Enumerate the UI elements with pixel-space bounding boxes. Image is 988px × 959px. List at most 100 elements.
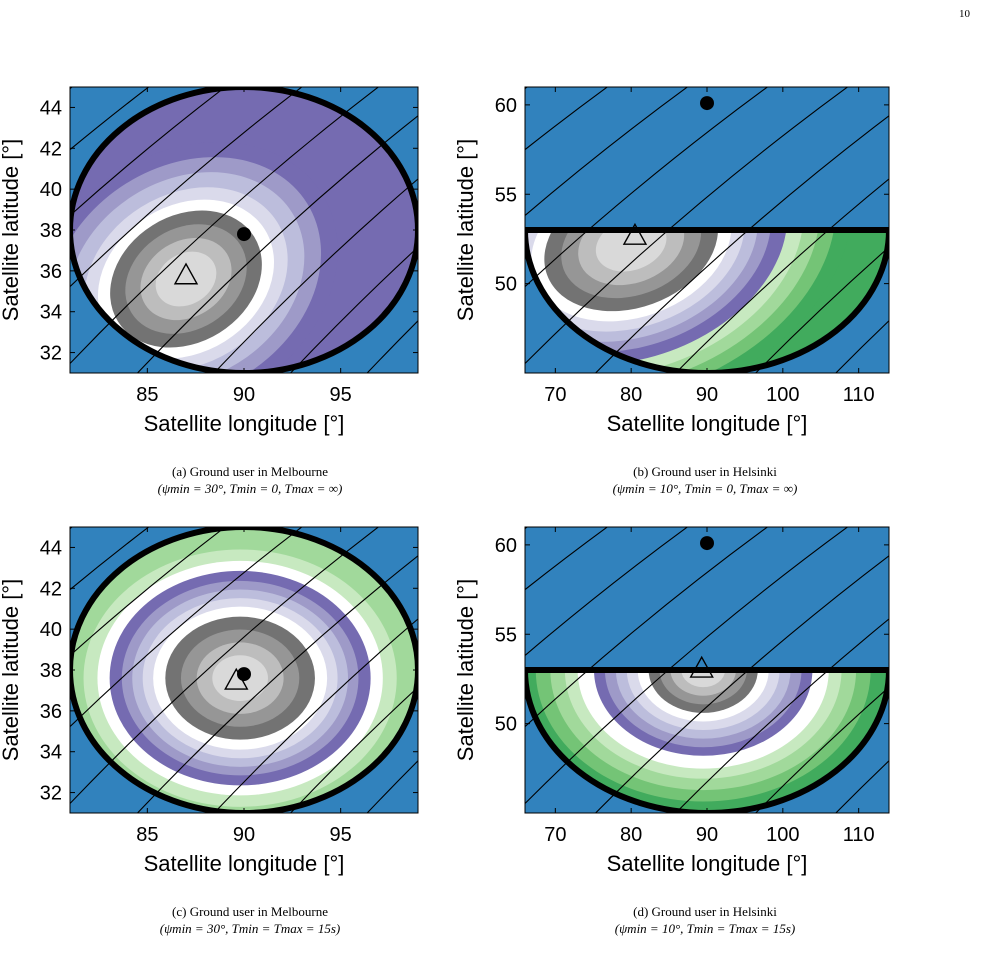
y-tick-label: 34 <box>40 742 62 764</box>
ground-track-line <box>835 320 889 373</box>
x-tick-label: 90 <box>696 384 718 406</box>
x-tick-label: 100 <box>766 384 799 406</box>
ground-track-line <box>70 87 303 288</box>
y-axis-label: Satellite latitude [°] <box>0 579 23 761</box>
caption-a: (a) Ground user in Melbourne (ψmin = 30°… <box>50 463 450 497</box>
ground-track-line <box>70 527 380 805</box>
ground-track-line <box>755 686 889 813</box>
ground-track-line <box>525 527 689 657</box>
y-axis-label: Satellite latitude [°] <box>453 579 478 761</box>
ground-user-marker <box>237 227 251 242</box>
ground-tracks <box>525 527 889 813</box>
chart-b: 70 80 90 100 110 50 55 60 Satellite longitude [°… <box>453 86 890 436</box>
y-tick-label: 60 <box>495 95 517 117</box>
caption-b-title: (b) Ground user in Helsinki <box>633 464 777 479</box>
contour-level <box>155 251 217 307</box>
ground-track-line <box>136 115 418 373</box>
optimal-position-marker <box>689 655 714 678</box>
ground-track-line <box>70 87 380 365</box>
ground-track-line <box>674 618 889 813</box>
ground-track-line <box>289 686 418 813</box>
x-tick-label: 70 <box>544 384 566 406</box>
y-axis-label: Satellite latitude [°] <box>453 139 478 321</box>
y-tick-label: 32 <box>40 343 62 365</box>
plot-area <box>70 87 418 373</box>
x-axis-label: Satellite longitude [°] <box>144 411 345 436</box>
y-axis-label: Satellite latitude [°] <box>0 139 23 321</box>
ground-track-line <box>213 618 418 813</box>
caption-a-params: (ψmin = 30°, Tmin = 0, Tmax = ∞) <box>157 481 343 496</box>
y-tick-label: 38 <box>40 220 62 242</box>
x-tick-label: 110 <box>843 824 875 846</box>
ground-tracks <box>70 527 418 813</box>
y-tick-label: 34 <box>40 302 62 324</box>
y-tick-label: 38 <box>40 660 62 682</box>
ground-track-line <box>70 527 227 657</box>
y-tick-label: 42 <box>40 578 62 600</box>
chart-a: 85 90 95 32 34 36 38 40 42 44 Satellite longitude … <box>0 86 419 436</box>
x-tick-label: 90 <box>233 824 255 846</box>
ground-track-line <box>525 87 689 217</box>
x-tick-label: 85 <box>136 824 158 846</box>
caption-a-title: (a) Ground user in Melbourne <box>172 464 328 479</box>
ground-track-line <box>289 246 418 373</box>
caption-d-title: (d) Ground user in Helsinki <box>633 904 777 919</box>
ground-track-line <box>755 246 889 373</box>
ground-track-line <box>366 320 418 373</box>
ground-track-line <box>525 527 769 728</box>
caption-c-params: (ψmin = 30°, Tmin = Tmax = 15s) <box>159 921 341 936</box>
ground-track-line <box>525 87 849 365</box>
y-tick-label: 40 <box>40 179 62 201</box>
caption-b: (b) Ground user in Helsinki (ψmin = 10°,… <box>505 463 905 497</box>
visibility-boundary <box>70 527 418 813</box>
ground-track-line <box>594 555 889 813</box>
page-number: 10 <box>959 8 970 20</box>
ground-track-line <box>213 178 418 373</box>
y-tick-label: 40 <box>40 619 62 641</box>
ground-user-marker <box>700 536 714 551</box>
x-tick-label: 80 <box>620 384 642 406</box>
x-tick-label: 85 <box>136 384 158 406</box>
x-axis-label: Satellite longitude [°] <box>144 851 345 876</box>
caption-c-title: (c) Ground user in Melbourne <box>172 904 328 919</box>
ground-track-line <box>674 178 889 373</box>
y-tick-label: 50 <box>495 274 517 296</box>
plot-area <box>525 527 889 813</box>
ground-track-line <box>136 555 418 813</box>
y-tick-label: 32 <box>40 783 62 805</box>
x-tick-label: 90 <box>696 824 718 846</box>
chart-d: 70 80 90 100 110 50 55 60 Satellite longitude [°… <box>453 526 890 876</box>
optimal-position-marker <box>224 667 249 690</box>
optimal-position-marker <box>622 222 648 245</box>
visibility-boundary <box>70 87 418 373</box>
ground-track-line <box>366 760 418 813</box>
x-tick-label: 95 <box>330 824 352 846</box>
ground-track-line <box>835 760 889 813</box>
caption-d: (d) Ground user in Helsinki (ψmin = 10°,… <box>505 903 905 937</box>
optimal-position-marker <box>173 262 199 285</box>
ground-track-line <box>525 527 849 805</box>
ground-track-line <box>70 87 227 217</box>
ground-tracks <box>70 87 418 373</box>
ground-track-line <box>525 87 769 288</box>
caption-d-params: (ψmin = 10°, Tmin = Tmax = 15s) <box>614 921 796 936</box>
y-tick-label: 44 <box>40 97 62 119</box>
y-tick-label: 42 <box>40 138 62 160</box>
x-tick-label: 110 <box>843 384 875 406</box>
ground-tracks <box>525 87 889 373</box>
y-tick-label: 36 <box>40 261 62 283</box>
caption-c: (c) Ground user in Melbourne (ψmin = 30°… <box>50 903 450 937</box>
y-tick-label: 55 <box>495 184 517 206</box>
y-tick-label: 44 <box>40 537 62 559</box>
x-tick-label: 100 <box>766 824 799 846</box>
y-tick-label: 36 <box>40 701 62 723</box>
x-tick-label: 70 <box>544 824 566 846</box>
y-tick-label: 60 <box>495 535 517 557</box>
x-axis-label: Satellite longitude [°] <box>607 411 808 436</box>
x-tick-label: 90 <box>233 384 255 406</box>
x-tick-label: 80 <box>620 824 642 846</box>
y-tick-label: 50 <box>495 714 517 736</box>
chart-c: 85 90 95 32 34 36 38 40 42 44 Satellite longitude … <box>0 526 419 876</box>
ground-track-line <box>594 115 889 373</box>
